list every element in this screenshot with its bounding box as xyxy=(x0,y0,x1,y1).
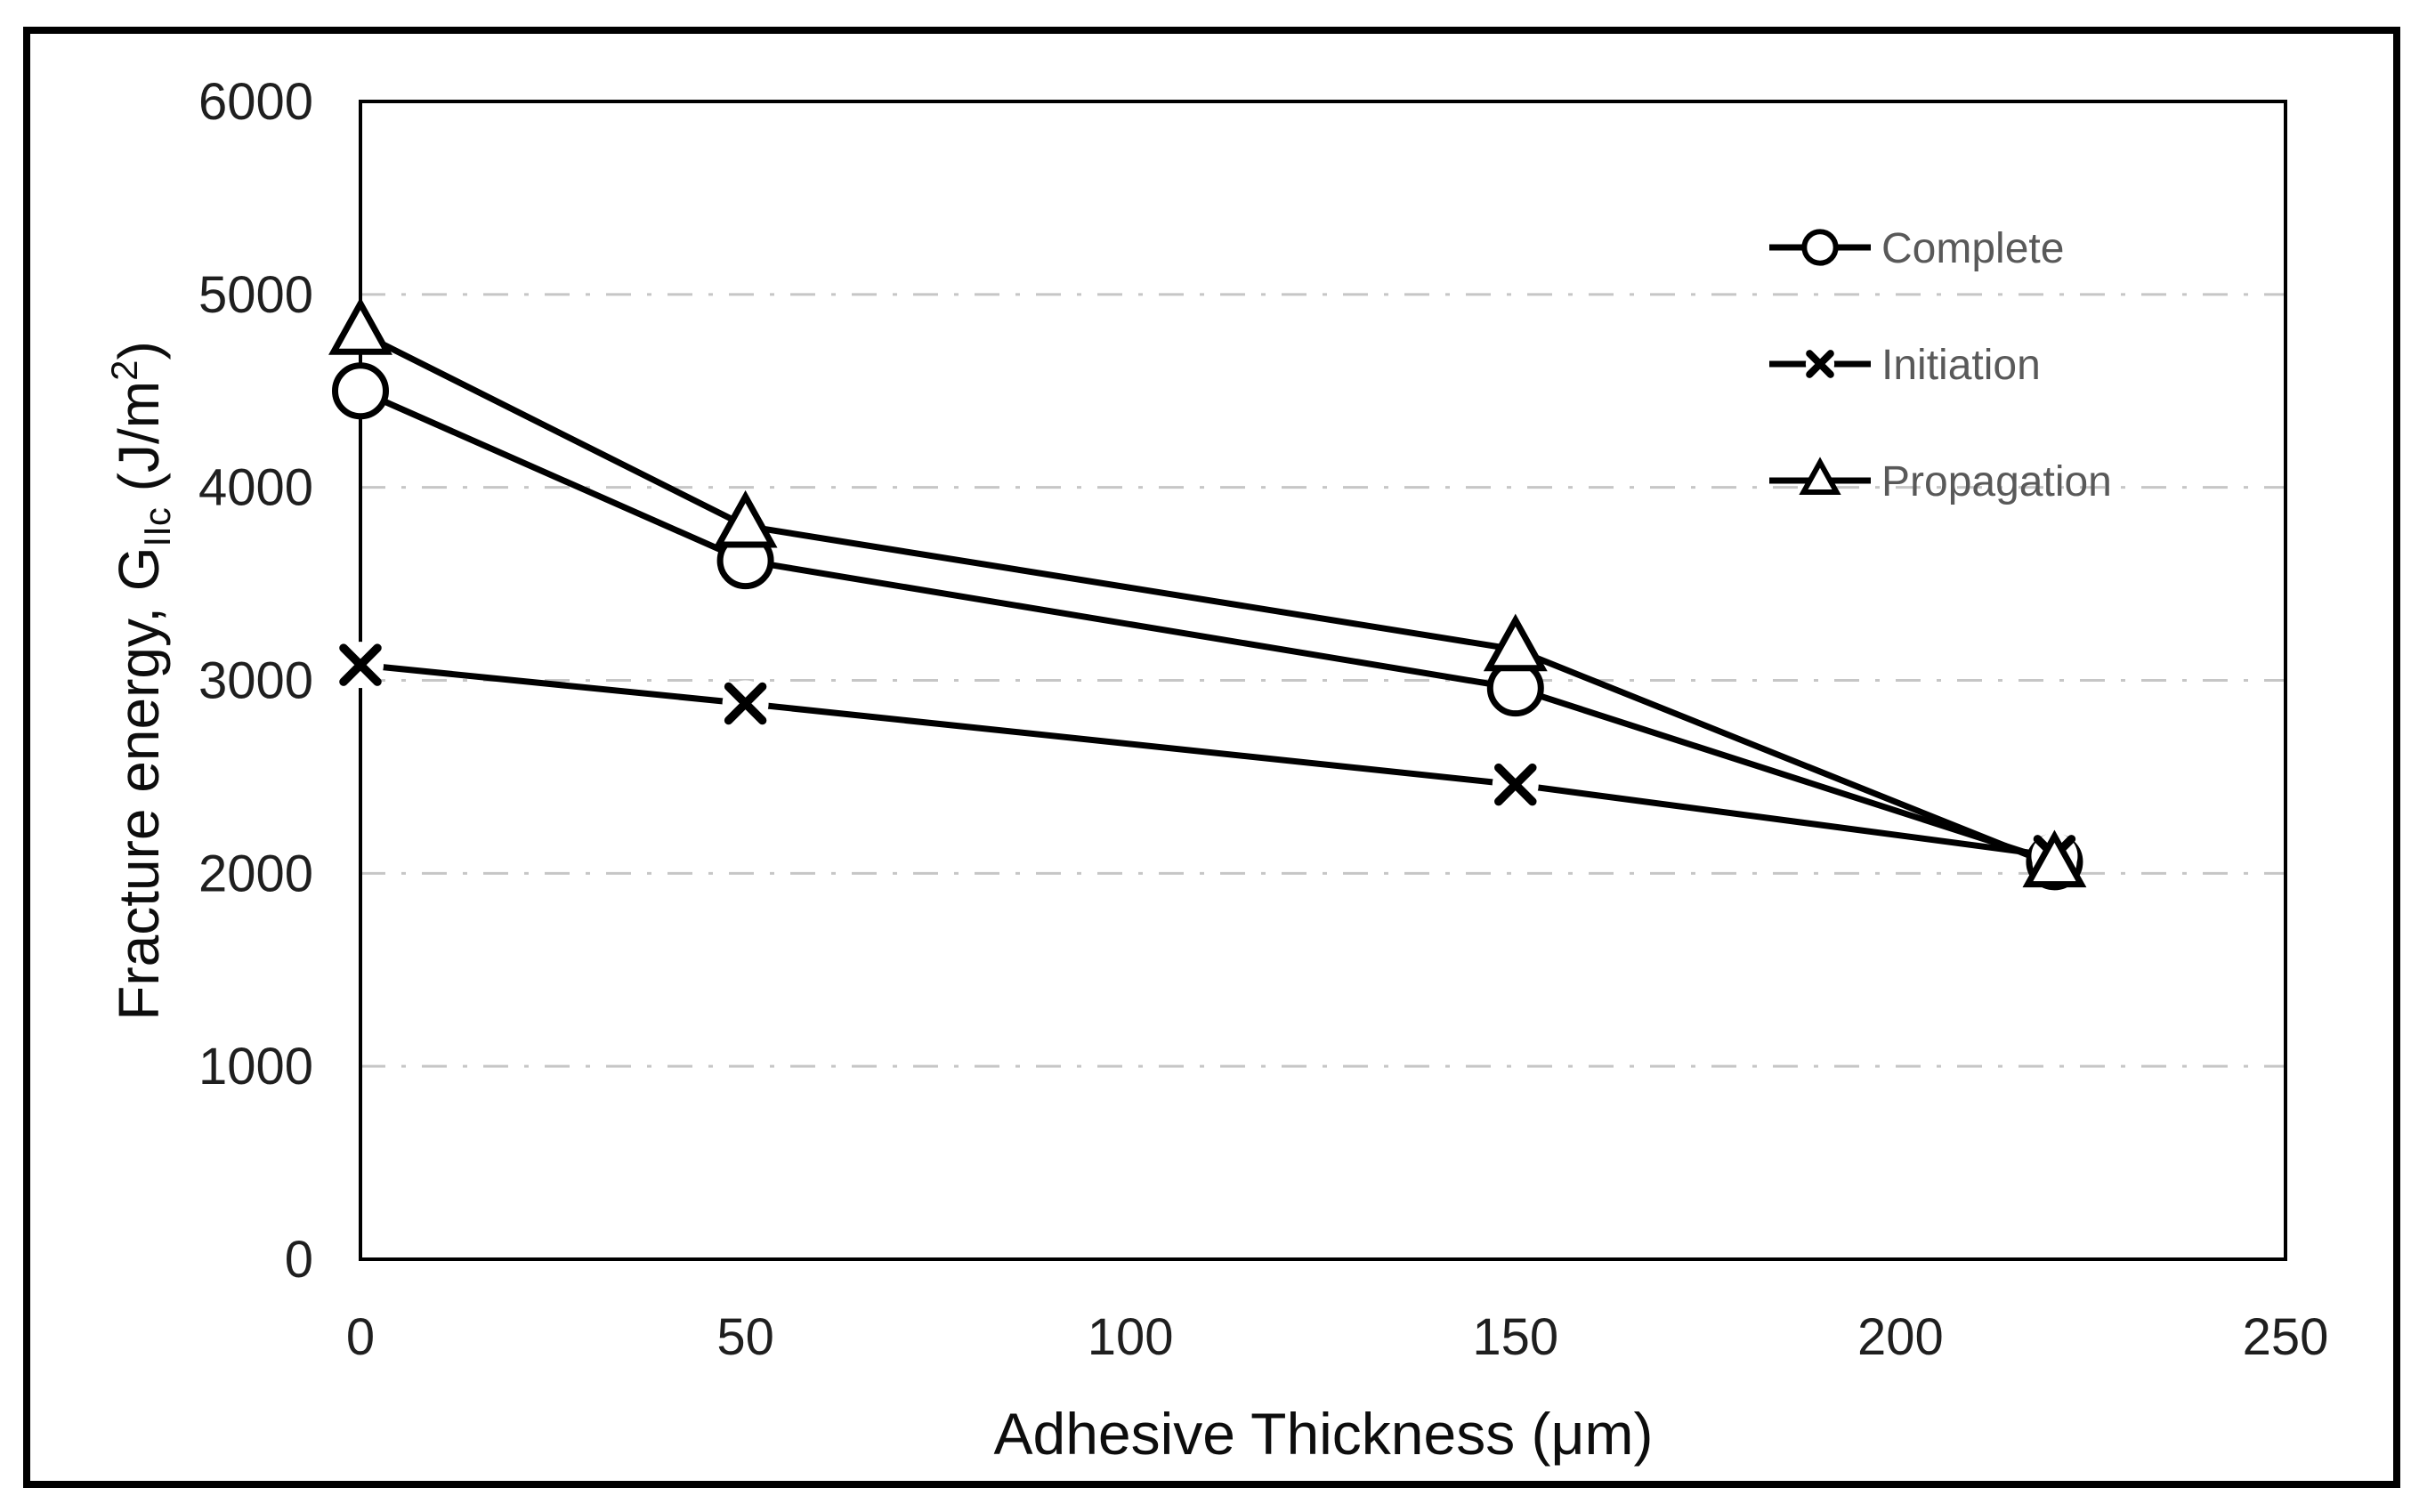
x-tick-label-0: 0 xyxy=(346,1308,375,1366)
x-tick-label-250: 250 xyxy=(2243,1308,2329,1366)
marker-propagation-1 xyxy=(713,489,778,548)
y-tick-label-1000: 1000 xyxy=(198,1038,313,1096)
x-tick-label-150: 150 xyxy=(1472,1308,1558,1366)
y-tick-label-0: 0 xyxy=(285,1231,313,1289)
legend-label-initiation: Initiation xyxy=(1881,342,2041,389)
marker-propagation-2 xyxy=(1483,613,1548,672)
data-series xyxy=(328,296,2087,891)
series-line-propagation xyxy=(359,330,2056,869)
y-tick-label-2000: 2000 xyxy=(198,845,313,902)
legend-marker-propagation xyxy=(1799,457,1841,495)
x-tick-label-200: 200 xyxy=(1857,1308,1944,1366)
legend: Complete Initiation Propagation xyxy=(1769,225,2112,505)
y-axis-title-text: Fracture energy, GIIc (J/m2) xyxy=(103,341,178,1021)
x-axis-title: Adhesive Thickness (μm) xyxy=(993,1401,1653,1467)
legend-label-complete: Complete xyxy=(1881,225,2064,272)
legend-item-propagation: Propagation xyxy=(1769,457,2112,505)
x-tick-label-50: 50 xyxy=(716,1308,774,1366)
x-tick-label-100: 100 xyxy=(1088,1308,1174,1366)
legend-marker-complete xyxy=(1801,229,1839,266)
marker-initiation-1 xyxy=(724,682,767,725)
series-line-initiation xyxy=(360,661,2055,860)
y-tick-label-3000: 3000 xyxy=(198,652,313,710)
marker-propagation-3 xyxy=(2022,829,2087,888)
legend-marker-initiation xyxy=(1806,350,1834,378)
legend-label-propagation: Propagation xyxy=(1881,458,2112,505)
figure-outer-frame xyxy=(23,27,2400,1488)
y-tick-label-6000: 6000 xyxy=(198,73,313,131)
y-axis-tick-labels: 0 1000 2000 3000 4000 5000 6000 xyxy=(198,73,313,1289)
y-tick-label-5000: 5000 xyxy=(198,266,313,324)
marker-complete-0 xyxy=(332,362,389,420)
gridlines xyxy=(360,293,2286,1068)
marker-propagation-0 xyxy=(328,296,392,355)
y-tick-label-4000: 4000 xyxy=(198,459,313,517)
legend-item-complete: Complete xyxy=(1769,225,2064,272)
x-axis-tick-labels: 0 50 100 150 200 250 xyxy=(346,1308,2329,1366)
series-line-complete xyxy=(359,388,2056,865)
y-axis-title: Fracture energy, GIIc (J/m2) xyxy=(103,341,178,1021)
marker-initiation-0 xyxy=(339,643,382,686)
marker-initiation-2 xyxy=(1494,763,1537,806)
legend-item-initiation: Initiation xyxy=(1769,342,2041,389)
